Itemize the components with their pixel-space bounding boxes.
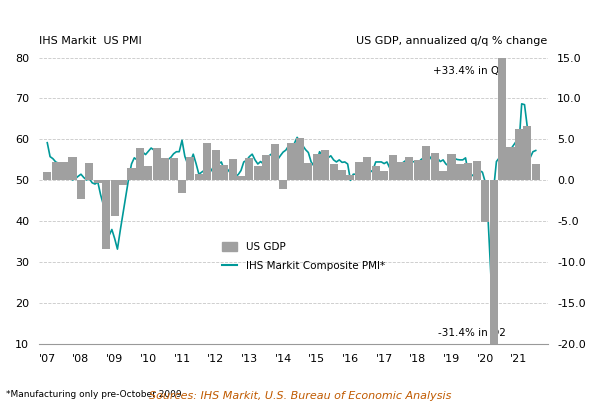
Bar	[456, 164, 464, 181]
Bar	[178, 181, 186, 193]
Bar	[195, 174, 203, 181]
Bar	[169, 158, 178, 181]
Bar	[321, 150, 329, 181]
Bar	[144, 166, 153, 181]
Bar	[296, 138, 304, 181]
Bar	[119, 181, 127, 185]
Bar	[304, 163, 313, 181]
Bar	[77, 181, 85, 199]
Text: -31.4% in Q2: -31.4% in Q2	[438, 328, 505, 338]
Bar	[388, 155, 397, 181]
Text: US GDP, annualized q/q % change: US GDP, annualized q/q % change	[356, 36, 548, 46]
Text: *Manufacturing only pre-October 2009: *Manufacturing only pre-October 2009	[6, 390, 182, 399]
Bar	[161, 158, 169, 181]
Text: +33.4% in Q3: +33.4% in Q3	[433, 66, 505, 76]
Bar	[329, 164, 338, 181]
Bar	[355, 162, 363, 181]
Bar	[439, 171, 447, 181]
Bar	[279, 181, 287, 189]
Bar	[346, 175, 355, 181]
Bar	[532, 164, 540, 181]
Bar	[237, 176, 245, 181]
Bar	[414, 160, 422, 181]
Bar	[448, 154, 456, 181]
Bar	[228, 159, 237, 181]
Bar	[203, 143, 212, 181]
Bar	[270, 143, 279, 181]
Bar	[371, 166, 380, 181]
Bar	[102, 181, 110, 249]
Bar	[507, 147, 514, 181]
Bar	[111, 181, 118, 216]
Bar	[262, 155, 270, 181]
Bar	[287, 143, 296, 181]
Bar	[363, 158, 371, 181]
Bar	[498, 0, 506, 181]
Bar	[481, 181, 489, 222]
Bar	[127, 168, 136, 181]
Bar	[69, 158, 76, 181]
Bar	[153, 148, 161, 181]
Bar	[245, 158, 254, 181]
Bar	[338, 170, 346, 181]
Bar	[515, 129, 523, 181]
Bar	[186, 157, 195, 181]
Bar	[397, 162, 405, 181]
Bar	[136, 148, 144, 181]
Bar	[212, 150, 220, 181]
Bar	[313, 154, 321, 181]
Bar	[52, 162, 59, 181]
Bar	[405, 157, 413, 181]
Text: IHS Markit  US PMI: IHS Markit US PMI	[39, 36, 142, 46]
Bar	[473, 161, 481, 181]
Bar	[465, 163, 472, 181]
Bar	[523, 125, 531, 181]
Legend: US GDP, IHS Markit Composite PMI*: US GDP, IHS Markit Composite PMI*	[216, 237, 390, 276]
Bar	[85, 163, 93, 181]
Bar	[60, 162, 68, 181]
Bar	[423, 146, 430, 181]
Bar	[380, 170, 388, 181]
Bar	[43, 172, 51, 181]
Bar	[94, 181, 102, 183]
Text: Sources: IHS Markit, U.S. Bureau of Economic Analysis: Sources: IHS Markit, U.S. Bureau of Econ…	[149, 391, 452, 401]
Bar	[220, 165, 228, 181]
Bar	[254, 166, 262, 181]
Bar	[490, 181, 498, 403]
Bar	[431, 152, 439, 181]
